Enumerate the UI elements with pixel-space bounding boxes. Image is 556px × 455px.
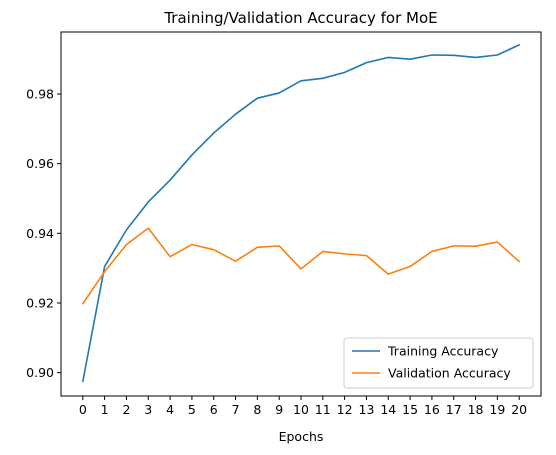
x-tick-label: 12 [337,402,353,417]
x-tick-label: 13 [359,402,375,417]
x-tick-label: 19 [489,402,505,417]
x-tick-label: 14 [380,402,396,417]
x-tick-label: 17 [446,402,462,417]
x-axis-label: Epochs [279,429,324,444]
x-tick-label: 16 [424,402,440,417]
legend-label: Training Accuracy [387,344,499,359]
x-tick-label: 9 [275,402,283,417]
legend-label: Validation Accuracy [388,366,511,381]
legend-box [343,337,534,389]
x-tick-label: 10 [293,402,309,417]
y-tick-label: 0.94 [26,226,54,241]
y-tick-label: 0.98 [26,87,54,102]
y-axis: 0.90 0.92 0.94 0.96 0.98 [26,87,61,380]
x-tick-label: 18 [468,402,484,417]
x-tick-label: 4 [166,402,174,417]
chart-title: Training/Validation Accuracy for MoE [163,9,437,27]
x-tick-label: 3 [144,402,152,417]
x-tick-label: 8 [253,402,261,417]
legend: Training Accuracy Validation Accuracy [343,337,534,389]
x-tick-label: 11 [315,402,331,417]
series-line-training [82,44,520,383]
legend-items: Training Accuracy Validation Accuracy [352,344,511,381]
y-tick-label: 0.96 [26,156,54,171]
x-tick-label: 0 [79,402,87,417]
x-tick-label: 7 [232,402,240,417]
x-tick-label: 15 [402,402,418,417]
x-tick-label: 5 [188,402,196,417]
x-axis: 0 1 2 3 4 5 6 7 8 9 10 11 12 13 14 15 16 17 18 19 20 [79,396,527,417]
y-tick-label: 0.90 [26,365,54,380]
series-line-validation [82,227,520,305]
x-tick-label: 20 [511,402,527,417]
x-tick-label: 6 [210,402,218,417]
series-layer [82,44,520,383]
x-tick-label: 2 [122,402,130,417]
x-tick-label: 1 [101,402,109,417]
y-tick-label: 0.92 [26,295,54,310]
